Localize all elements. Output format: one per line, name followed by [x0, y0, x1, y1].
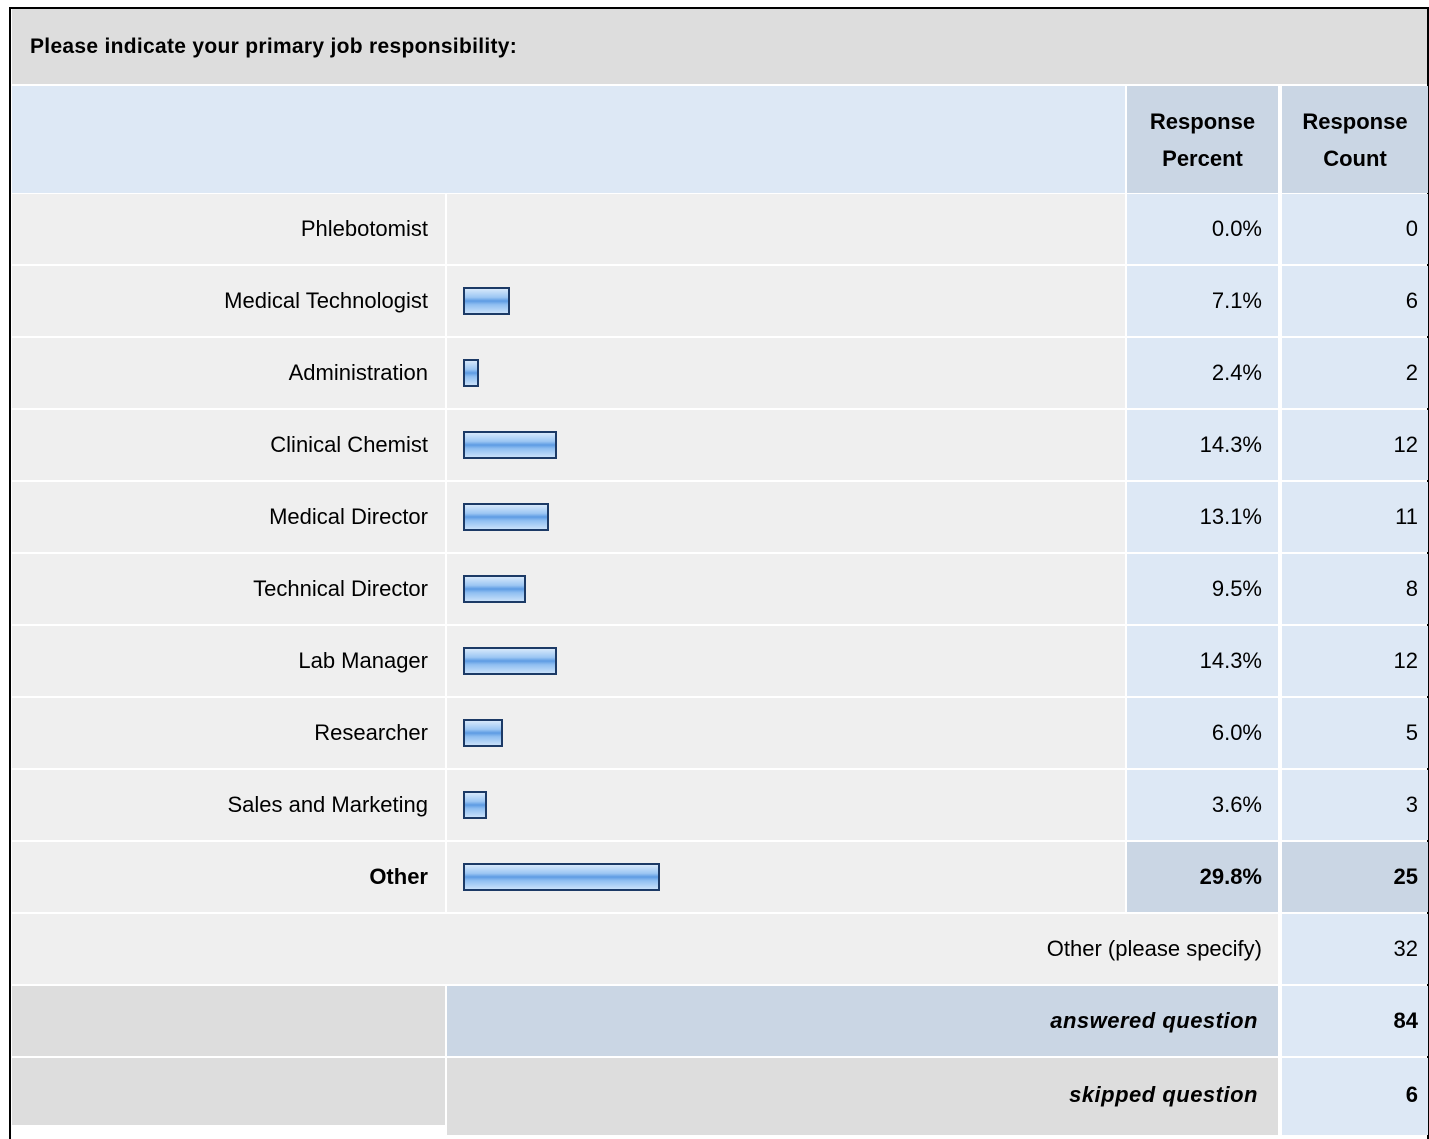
bar-cell: [447, 554, 1125, 624]
row-label: Administration: [12, 338, 445, 408]
response-count: 0: [1282, 194, 1428, 264]
row-label: Medical Director: [12, 482, 445, 552]
bar: [463, 359, 479, 387]
response-percent: 14.3%: [1127, 626, 1278, 696]
response-count: 2: [1282, 338, 1428, 408]
header-blank: [12, 86, 1125, 193]
row-label: Phlebotomist: [12, 194, 445, 264]
bar: [463, 287, 510, 315]
response-percent: 2.4%: [1127, 338, 1278, 408]
footer-blank: [12, 986, 445, 1056]
row-label: Other: [12, 842, 445, 912]
response-count: 3: [1282, 770, 1428, 840]
response-percent: 13.1%: [1127, 482, 1278, 552]
bar-cell: [447, 770, 1125, 840]
answered-label: answered question: [447, 986, 1278, 1056]
response-count: 5: [1282, 698, 1428, 768]
header-percent: Response Percent: [1127, 86, 1278, 193]
bar-cell: [447, 410, 1125, 480]
row-label: Technical Director: [12, 554, 445, 624]
answered-count: 84: [1282, 986, 1428, 1056]
header-count: Response Count: [1282, 86, 1428, 193]
bar: [463, 863, 660, 891]
bar-cell: [447, 626, 1125, 696]
bar-cell: [447, 338, 1125, 408]
bar-cell: [447, 194, 1125, 264]
row-label: Sales and Marketing: [12, 770, 445, 840]
response-percent: 9.5%: [1127, 554, 1278, 624]
other-specify-label: Other (please specify): [12, 914, 1278, 984]
response-percent: 3.6%: [1127, 770, 1278, 840]
response-percent: 29.8%: [1127, 842, 1278, 912]
response-count: 6: [1282, 266, 1428, 336]
bar: [463, 647, 558, 675]
bar-cell: [447, 266, 1125, 336]
row-label: Clinical Chemist: [12, 410, 445, 480]
response-count: 8: [1282, 554, 1428, 624]
response-percent: 7.1%: [1127, 266, 1278, 336]
footer-blank: [12, 1058, 445, 1125]
row-label: Lab Manager: [12, 626, 445, 696]
response-percent: 14.3%: [1127, 410, 1278, 480]
bar: [463, 791, 487, 819]
bar: [463, 431, 558, 459]
bar: [463, 503, 550, 531]
bar: [463, 575, 526, 603]
response-percent: 6.0%: [1127, 698, 1278, 768]
bar-cell: [447, 698, 1125, 768]
frame: [9, 7, 1429, 1139]
question-title: Please indicate your primary job respons…: [12, 9, 1427, 84]
other-specify-count: 32: [1282, 914, 1428, 984]
skipped-count: 6: [1282, 1058, 1428, 1135]
response-percent: 0.0%: [1127, 194, 1278, 264]
response-count: 12: [1282, 626, 1428, 696]
bar: [463, 719, 503, 747]
row-label: Researcher: [12, 698, 445, 768]
response-count: 25: [1282, 842, 1428, 912]
response-count: 11: [1282, 482, 1428, 552]
bar-cell: [447, 482, 1125, 552]
response-count: 12: [1282, 410, 1428, 480]
skipped-label: skipped question: [447, 1058, 1278, 1135]
row-label: Medical Technologist: [12, 266, 445, 336]
